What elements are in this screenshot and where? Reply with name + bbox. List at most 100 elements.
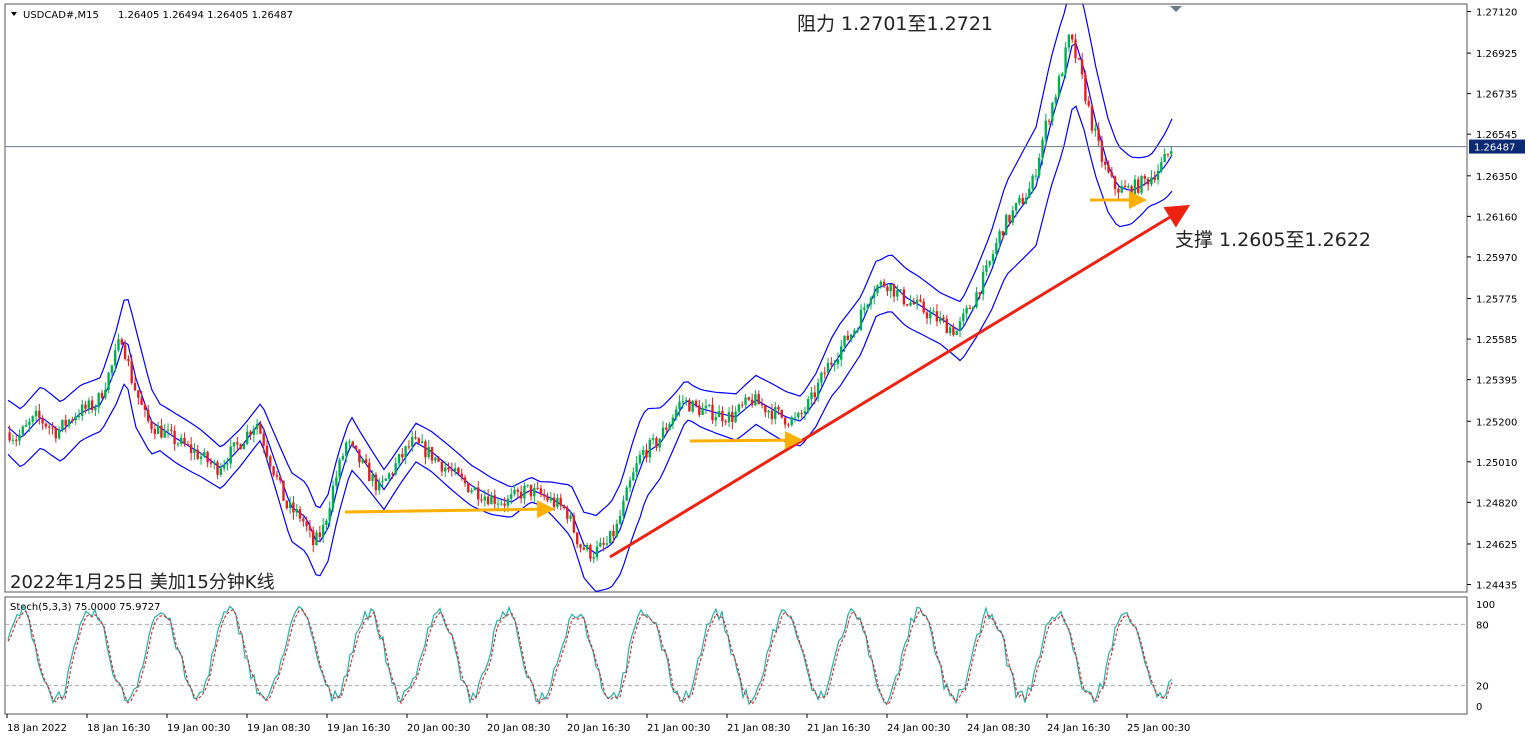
- candle-body: [658, 438, 661, 448]
- candle-body: [341, 455, 345, 460]
- candle-body: [1044, 120, 1047, 140]
- candle-body: [199, 456, 203, 459]
- candle-body: [203, 451, 206, 457]
- candle-body: [846, 335, 849, 340]
- candle-body: [691, 400, 694, 412]
- candle-body: [688, 400, 691, 412]
- candle-body: [229, 446, 232, 464]
- candle-body: [1018, 197, 1021, 203]
- candle-body: [97, 393, 100, 408]
- candle-body: [886, 286, 889, 292]
- candle-body: [889, 284, 892, 292]
- candle-body: [717, 410, 721, 418]
- candle-body: [81, 404, 84, 417]
- candle-body: [668, 424, 671, 430]
- dropdown-arrow-icon[interactable]: [11, 12, 17, 16]
- candle-body: [21, 426, 24, 435]
- price-tick-label: 1.24435: [1476, 581, 1517, 592]
- candle-body: [166, 429, 170, 431]
- candle-body: [985, 265, 988, 272]
- candle-body: [879, 281, 882, 286]
- price-tick-label: 1.25395: [1476, 376, 1517, 387]
- candle-body: [972, 307, 975, 310]
- candle-body: [1024, 197, 1028, 204]
- candle-body: [490, 495, 493, 505]
- candle-body: [411, 437, 414, 447]
- candle-body: [906, 304, 909, 306]
- candle-body: [1014, 202, 1018, 211]
- candle-body: [328, 508, 331, 521]
- candle-body: [275, 474, 279, 477]
- symbol-label: USDCAD#,M15: [23, 10, 99, 21]
- candle-body: [440, 461, 444, 472]
- candle-body: [34, 410, 38, 417]
- candle-body: [526, 484, 529, 486]
- candle-body: [361, 459, 364, 463]
- candle-body: [757, 394, 760, 405]
- stoch-axis: 100 80 20 0: [1476, 600, 1495, 713]
- candle-body: [183, 437, 186, 445]
- candle-body: [1163, 153, 1166, 163]
- candle-body: [450, 469, 453, 471]
- candle-body: [114, 350, 117, 366]
- price-tick-label: 1.26160: [1476, 212, 1517, 223]
- time-tick-label: 19 Jan 08:30: [247, 723, 310, 734]
- price-tick-label: 1.26925: [1476, 49, 1517, 60]
- candle-body: [414, 437, 417, 439]
- time-tick-label: 19 Jan 16:30: [327, 723, 390, 734]
- candle-body: [318, 532, 321, 537]
- candle-body: [642, 450, 645, 455]
- candle-body: [618, 515, 622, 524]
- support-annotation: 支撑 1.2605至1.2622: [1175, 229, 1371, 251]
- candlesticks: [8, 33, 1173, 564]
- chart-shift-marker-icon[interactable]: [1170, 6, 1182, 12]
- candle-body: [807, 399, 810, 411]
- candle-body: [559, 497, 562, 506]
- candle-body: [1123, 185, 1127, 188]
- candle-body: [932, 311, 935, 313]
- candle-body: [48, 426, 51, 428]
- candle-body: [988, 261, 991, 266]
- candle-body: [1120, 185, 1123, 193]
- candle-body: [1054, 96, 1057, 103]
- candle-body: [711, 404, 714, 421]
- candle-body: [279, 476, 282, 481]
- candle-body: [196, 449, 199, 459]
- candle-body: [285, 500, 288, 509]
- candle-body: [731, 412, 734, 422]
- candle-body: [321, 525, 325, 537]
- candle-body: [605, 543, 609, 545]
- candle-body: [770, 410, 774, 420]
- candle-body: [1127, 186, 1130, 188]
- candle-body: [981, 271, 985, 295]
- candle-body: [909, 302, 912, 306]
- candle-body: [90, 400, 94, 411]
- candle-body: [774, 407, 777, 420]
- candle-body: [708, 404, 711, 406]
- candle-body: [958, 321, 962, 331]
- candle-body: [1153, 177, 1156, 180]
- stoch-tick-label: 100: [1476, 600, 1495, 611]
- candle-body: [853, 330, 856, 335]
- candle-body: [457, 468, 460, 474]
- stoch-tick-label: 0: [1476, 702, 1482, 713]
- candle-body: [536, 487, 539, 489]
- candle-body: [308, 526, 312, 531]
- time-tick-label: 18 Jan 16:30: [87, 723, 150, 734]
- candle-body: [843, 335, 846, 347]
- time-tick-label: 24 Jan 16:30: [1047, 723, 1110, 734]
- candle-body: [612, 530, 615, 537]
- candle-body: [15, 439, 18, 441]
- candle-body: [562, 505, 566, 509]
- candle-body: [186, 444, 189, 446]
- candle-body: [24, 424, 28, 427]
- candle-body: [246, 431, 249, 444]
- candle-body: [1110, 172, 1113, 177]
- candle-body: [635, 463, 638, 473]
- candle-body: [358, 449, 361, 463]
- candle-body: [836, 359, 840, 364]
- candle-body: [496, 503, 500, 505]
- candle-body: [1031, 175, 1034, 189]
- candle-body: [64, 419, 67, 426]
- candle-body: [100, 393, 104, 398]
